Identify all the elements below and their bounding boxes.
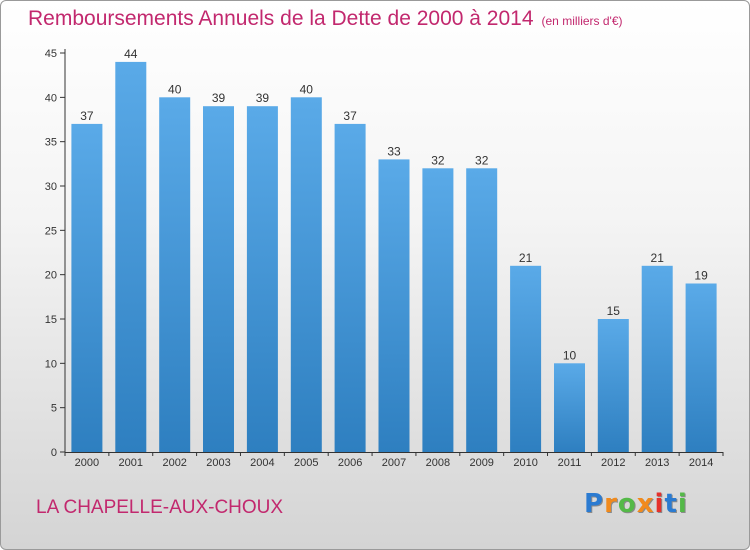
chart-title: Remboursements Annuels de la Dette de 20… bbox=[28, 7, 534, 30]
value-label-2000: 37 bbox=[80, 109, 94, 123]
bar-2009 bbox=[466, 168, 498, 453]
x-tick-label-2000: 2000 bbox=[75, 457, 99, 469]
x-tick-label-2009: 2009 bbox=[469, 457, 493, 469]
logo-letter-4: i bbox=[654, 489, 665, 519]
x-tick-label-2008: 2008 bbox=[426, 457, 450, 469]
value-label-2003: 39 bbox=[212, 91, 226, 105]
value-label-2005: 40 bbox=[300, 82, 314, 96]
x-tick-label-2010: 2010 bbox=[513, 457, 537, 469]
value-label-2012: 15 bbox=[607, 304, 621, 318]
x-tick-label-2007: 2007 bbox=[382, 457, 406, 469]
y-tick-label-30: 30 bbox=[45, 181, 57, 193]
x-tick-label-2003: 2003 bbox=[206, 457, 230, 469]
value-label-2002: 40 bbox=[168, 82, 182, 96]
bars-group bbox=[71, 61, 717, 453]
y-tick-label-20: 20 bbox=[45, 270, 57, 282]
commune-name: LA CHAPELLE-AUX-CHOUX bbox=[36, 497, 284, 518]
y-tick-label-40: 40 bbox=[45, 92, 57, 104]
bar-2005 bbox=[290, 97, 322, 453]
y-tick-label-0: 0 bbox=[51, 447, 57, 459]
value-label-2011: 10 bbox=[563, 348, 577, 362]
logo-letter-3: x bbox=[636, 489, 655, 519]
y-tick-label-25: 25 bbox=[45, 225, 57, 237]
y-tick-label-15: 15 bbox=[45, 314, 57, 326]
y-tick-label-10: 10 bbox=[45, 358, 57, 370]
value-label-2007: 33 bbox=[387, 144, 401, 158]
bar-2002 bbox=[159, 97, 191, 453]
value-label-2006: 37 bbox=[343, 109, 357, 123]
bar-2004 bbox=[246, 106, 278, 452]
chart-title-block: Remboursements Annuels de la Dette de 20… bbox=[28, 7, 623, 31]
bar-2007 bbox=[378, 159, 410, 452]
bar-2003 bbox=[203, 106, 234, 452]
logo-letter-0: P bbox=[584, 489, 605, 519]
value-labels-group: 37 44 40 39 39 40 37 33 32 32 21 10 15 21 19 bbox=[80, 47, 708, 362]
y-tick-label-45: 45 bbox=[45, 48, 57, 60]
y-tick-label-35: 35 bbox=[45, 137, 57, 149]
logo-letter-5: t bbox=[664, 489, 678, 519]
x-tick-label-2014: 2014 bbox=[689, 457, 713, 469]
x-tick-label-2004: 2004 bbox=[250, 457, 274, 469]
x-tick-label-2005: 2005 bbox=[294, 457, 318, 469]
chart-unit: (en milliers d'€) bbox=[541, 14, 623, 28]
bar-2012 bbox=[597, 319, 629, 452]
logo-letter-1: r bbox=[604, 489, 618, 519]
x-tick-label-2013: 2013 bbox=[645, 457, 669, 469]
x-tick-label-2012: 2012 bbox=[601, 457, 625, 469]
bar-2011 bbox=[554, 363, 585, 452]
value-label-2014: 19 bbox=[694, 269, 708, 283]
axes-group: 2000 2001 2002 2003 2004 2005 2006 2007 2008 2009… bbox=[45, 48, 724, 469]
value-label-2004: 39 bbox=[256, 91, 270, 105]
x-tick-label-2011: 2011 bbox=[558, 457, 582, 469]
bar-2008 bbox=[422, 168, 454, 453]
value-label-2013: 21 bbox=[651, 251, 665, 265]
value-label-2001: 44 bbox=[124, 47, 138, 61]
x-tick-label-2002: 2002 bbox=[162, 457, 186, 469]
proxiti-logo[interactable]: Proxiti bbox=[584, 489, 688, 519]
value-label-2008: 32 bbox=[431, 153, 445, 167]
bar-2006 bbox=[334, 123, 366, 453]
bar-2013 bbox=[641, 265, 673, 452]
bar-2010 bbox=[510, 265, 542, 452]
bar-2014 bbox=[685, 283, 717, 452]
value-label-2009: 32 bbox=[475, 153, 489, 167]
y-tick-label-5: 5 bbox=[51, 403, 57, 415]
bar-2000 bbox=[71, 123, 103, 453]
logo-letter-2: o bbox=[617, 489, 637, 519]
logo-letter-6: i bbox=[677, 489, 688, 519]
x-tick-label-2006: 2006 bbox=[338, 457, 362, 469]
bar-2001 bbox=[115, 61, 147, 453]
x-tick-label-2001: 2001 bbox=[119, 457, 143, 469]
value-label-2010: 21 bbox=[519, 251, 533, 265]
